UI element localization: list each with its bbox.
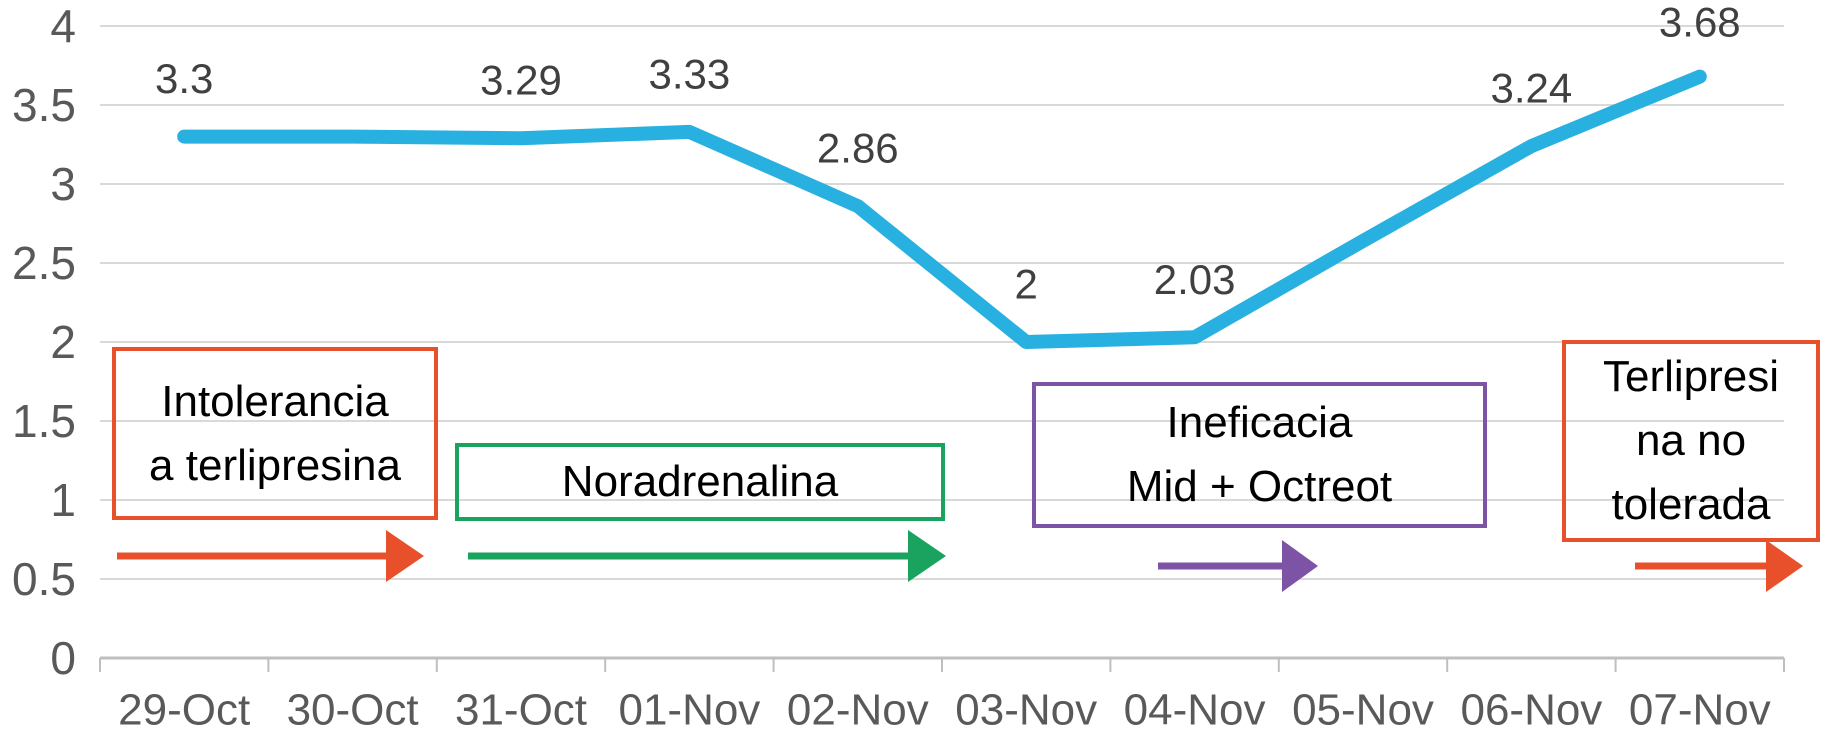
data-label: 3.68 xyxy=(1659,0,1741,46)
annotation-text: na no xyxy=(1635,416,1747,465)
data-label: 3.29 xyxy=(480,57,562,104)
y-axis-label: 0 xyxy=(50,632,76,684)
annotation-box-noradrenalina: Noradrenalina xyxy=(455,443,945,521)
x-axis-label: 30-Oct xyxy=(287,686,419,735)
annotation-text: Mid + Octreot xyxy=(1126,462,1393,511)
data-label: 3.24 xyxy=(1491,65,1573,112)
annotation-text: Intolerancia xyxy=(161,376,389,426)
y-axis-label: 2.5 xyxy=(12,237,76,289)
annotation-text: Noradrenalina xyxy=(561,457,839,506)
data-label: 3.3 xyxy=(155,55,213,102)
x-axis-label: 29-Oct xyxy=(118,686,250,735)
x-axis-label: 01-Nov xyxy=(618,686,760,735)
annotation-text: tolerada xyxy=(1611,480,1771,529)
treatment-arrow-head-ineficacia-mid-octreot xyxy=(1282,540,1318,592)
y-axis-label: 3.5 xyxy=(12,79,76,131)
annotation-box-intolerancia-terlipresina: Intolerancia a terlipresina xyxy=(112,347,438,520)
y-axis-label: 0.5 xyxy=(12,553,76,605)
annotation-box-terlipresina-no-tolerada: Terlipresi na no tolerada xyxy=(1562,340,1820,542)
y-axis-label: 2 xyxy=(50,316,76,368)
data-label: 2.86 xyxy=(817,125,899,172)
x-axis-label: 31-Oct xyxy=(455,686,587,735)
data-label: 3.33 xyxy=(649,50,731,97)
treatment-arrow-head-noradrenalina xyxy=(908,530,946,582)
x-axis-label: 07-Nov xyxy=(1629,686,1771,735)
series-line xyxy=(177,69,1707,349)
annotation-box-ineficacia-mid-octreot: Ineficacia Mid + Octreot xyxy=(1032,382,1487,528)
x-axis-label: 05-Nov xyxy=(1292,686,1434,735)
annotation-text: Ineficacia xyxy=(1166,398,1353,447)
y-axis-label: 3 xyxy=(50,158,76,210)
y-axis-label: 4 xyxy=(50,0,76,52)
y-axis-label: 1 xyxy=(50,474,76,526)
x-axis-label: 06-Nov xyxy=(1460,686,1602,735)
treatment-arrow-head-intolerancia-terlipresina xyxy=(386,530,424,582)
x-axis-label: 04-Nov xyxy=(1124,686,1266,735)
annotation-text: a terlipresina xyxy=(149,440,401,490)
data-label: 2 xyxy=(1015,261,1038,308)
data-label: 2.03 xyxy=(1154,256,1236,303)
y-axis-label: 1.5 xyxy=(12,395,76,447)
x-axis-label: 03-Nov xyxy=(955,686,1097,735)
annotation-text: Terlipresi xyxy=(1602,352,1780,401)
treatment-arrow-head-terlipresina-no-tolerada xyxy=(1766,540,1803,592)
x-axis-label: 02-Nov xyxy=(787,686,929,735)
